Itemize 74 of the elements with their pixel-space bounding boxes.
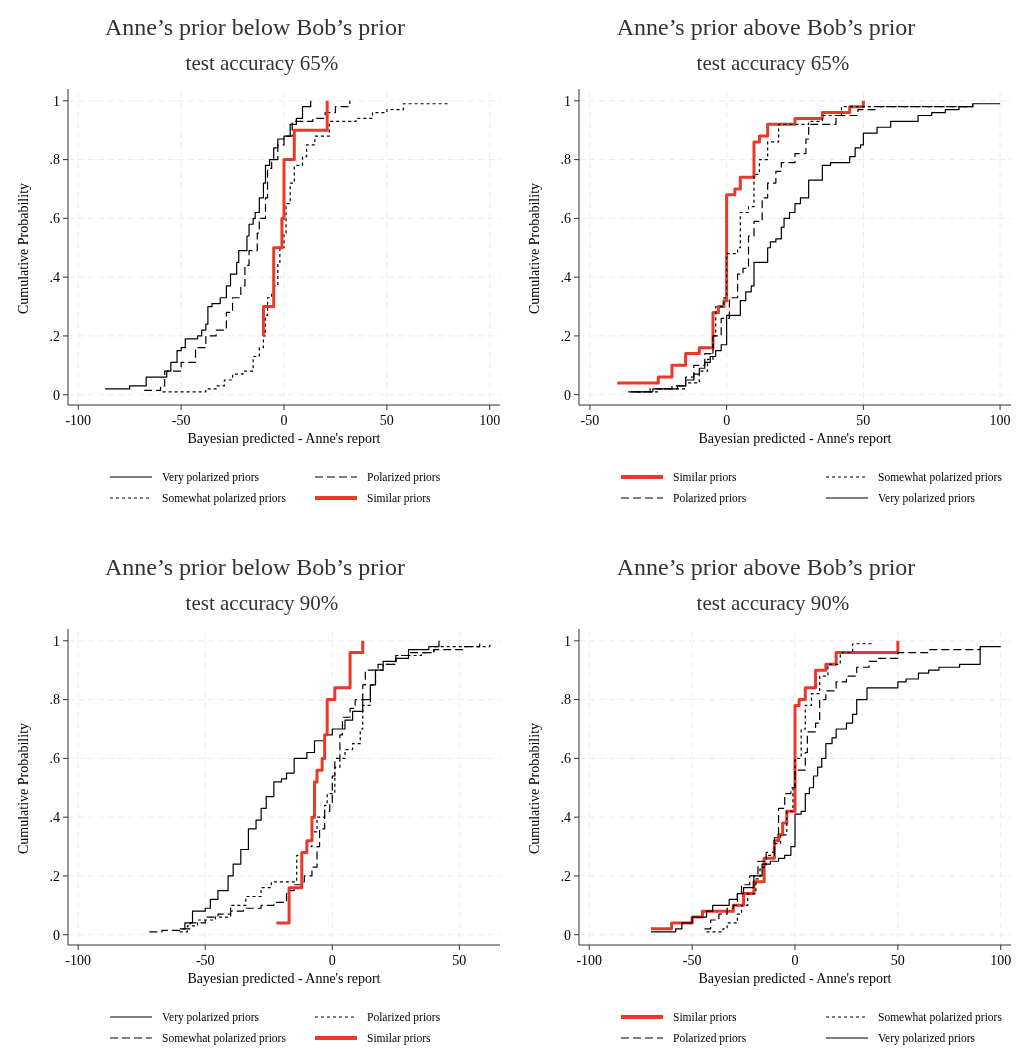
legend-label: Similar priors: [673, 471, 738, 485]
legend-label: Somewhat polarized priors: [878, 471, 1003, 485]
x-axis-title: Bayesian predicted - Anne's report: [698, 971, 892, 986]
legend-label: Very polarized priors: [878, 492, 976, 506]
y-tick-label: .4: [49, 270, 60, 286]
y-tick-label: 1: [564, 633, 571, 649]
x-axis-title: Bayesian predicted - Anne's report: [187, 431, 381, 446]
y-tick-label: 1: [53, 93, 60, 109]
y-axis-title: Cumulative Probability: [16, 722, 31, 855]
x-tick-label: 100: [479, 413, 501, 428]
y-tick-label: 0: [564, 387, 571, 403]
x-tick-label: -50: [195, 953, 215, 968]
chart-title: Anne’s prior below Bob’s prior: [105, 14, 405, 40]
x-tick-label: 100: [990, 953, 1012, 968]
legend-label: Very polarized priors: [162, 1011, 260, 1025]
x-tick-label: -50: [580, 413, 600, 428]
legend-label: Very polarized priors: [878, 1032, 976, 1046]
y-tick-label: .6: [560, 211, 571, 227]
legend-label: Polarized priors: [673, 492, 747, 506]
legend-label: Polarized priors: [367, 471, 441, 485]
x-tick-label: 0: [280, 413, 288, 428]
y-tick-label: 0: [53, 387, 60, 403]
x-tick-label: 0: [791, 953, 799, 968]
y-tick-label: .8: [49, 152, 60, 168]
y-tick-label: .4: [49, 810, 60, 826]
y-tick-label: .4: [560, 270, 571, 286]
y-axis-title: Cumulative Probability: [527, 722, 542, 855]
y-tick-label: .6: [49, 751, 60, 767]
y-tick-label: .8: [49, 692, 60, 708]
x-tick-label: 0: [328, 953, 336, 968]
y-tick-label: 1: [564, 93, 571, 109]
chart-subtitle: test accuracy 65%: [696, 51, 850, 75]
legend-label: Polarized priors: [367, 1011, 441, 1025]
chart-subtitle: test accuracy 65%: [185, 51, 339, 75]
x-tick-label: 50: [379, 413, 394, 428]
y-tick-label: 0: [53, 927, 60, 943]
chart-title: Anne’s prior above Bob’s prior: [616, 554, 916, 580]
x-tick-label: 50: [890, 953, 905, 968]
y-tick-label: .2: [49, 328, 60, 344]
x-tick-label: 50: [856, 413, 871, 428]
y-tick-label: .4: [560, 810, 571, 826]
y-tick-label: 1: [53, 633, 60, 649]
x-axis-title: Bayesian predicted - Anne's report: [187, 971, 381, 986]
y-tick-label: .2: [560, 868, 571, 884]
x-tick-label: -50: [682, 953, 702, 968]
x-tick-label: -100: [576, 953, 603, 968]
y-tick-label: .6: [49, 211, 60, 227]
y-tick-label: .8: [560, 692, 571, 708]
legend-label: Similar priors: [367, 1032, 432, 1046]
y-axis-title: Cumulative Probability: [16, 182, 31, 315]
legend-label: Somewhat polarized priors: [162, 1032, 287, 1046]
x-tick-label: -100: [65, 953, 91, 968]
x-tick-label: 100: [989, 413, 1011, 428]
y-tick-label: .2: [49, 868, 60, 884]
legend-label: Similar priors: [673, 1011, 738, 1025]
legend-label: Similar priors: [367, 492, 432, 506]
chart-title: Anne’s prior above Bob’s prior: [616, 14, 916, 40]
chart-subtitle: test accuracy 90%: [185, 591, 339, 615]
x-axis-title: Bayesian predicted - Anne's report: [698, 431, 892, 446]
y-tick-label: .8: [560, 152, 571, 168]
x-tick-label: 50: [452, 953, 467, 968]
legend-label: Somewhat polarized priors: [878, 1011, 1003, 1025]
x-tick-label: -100: [65, 413, 92, 428]
y-tick-label: 0: [564, 927, 571, 943]
y-axis-title: Cumulative Probability: [527, 182, 542, 315]
chart-subtitle: test accuracy 90%: [696, 591, 850, 615]
y-tick-label: .6: [560, 751, 571, 767]
x-tick-label: -50: [171, 413, 191, 428]
legend-label: Somewhat polarized priors: [162, 492, 287, 506]
x-tick-label: 0: [723, 413, 731, 428]
y-tick-label: .2: [560, 328, 571, 344]
legend-label: Polarized priors: [673, 1032, 747, 1046]
legend-label: Very polarized priors: [162, 471, 260, 485]
chart-title: Anne’s prior below Bob’s prior: [105, 554, 405, 580]
